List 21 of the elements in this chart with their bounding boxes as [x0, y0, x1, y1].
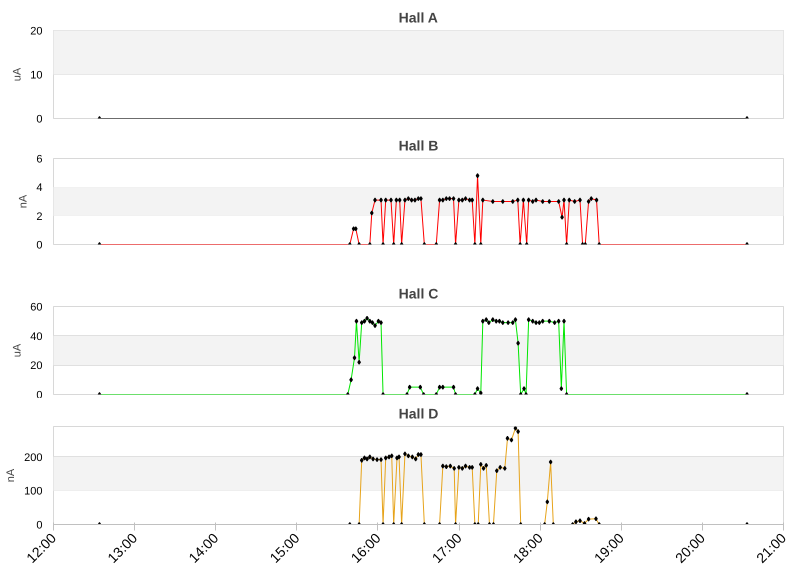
- y-tick-label: 60: [30, 302, 43, 314]
- y-tick-label: 6: [36, 154, 43, 166]
- y-axis-title: nA: [5, 468, 18, 482]
- y-tick-label: 20: [30, 26, 43, 38]
- y-tick-label: 10: [30, 70, 43, 82]
- chart-title: Hall D: [398, 406, 438, 422]
- y-tick-label: 2: [36, 210, 43, 223]
- y-tick-label: 200: [24, 452, 43, 464]
- y-tick-label: 0: [36, 114, 43, 126]
- chart-title: Hall A: [398, 10, 438, 26]
- chart-title: Hall C: [398, 286, 438, 302]
- y-tick-label: 20: [30, 360, 43, 372]
- chart-title: Hall B: [398, 138, 438, 154]
- y-tick-label: 0: [36, 520, 43, 532]
- y-tick-label: 4: [36, 182, 43, 194]
- y-tick-label: 0: [36, 240, 43, 252]
- y-axis-title: nA: [17, 194, 30, 208]
- y-tick-label: 40: [30, 330, 43, 343]
- y-axis-title: uA: [11, 343, 24, 358]
- y-tick-label: 100: [24, 486, 43, 498]
- y-axis-title: uA: [11, 67, 24, 82]
